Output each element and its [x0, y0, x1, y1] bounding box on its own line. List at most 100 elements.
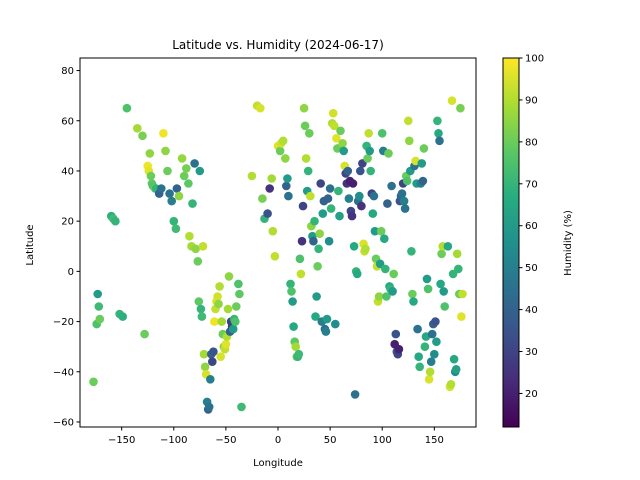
data-point: [157, 184, 166, 193]
y-tick-label: −20: [53, 317, 74, 328]
data-point: [380, 234, 389, 243]
data-point: [133, 124, 142, 133]
colorbar-tick-label: 60: [525, 221, 538, 232]
data-point: [188, 199, 197, 208]
data-point: [424, 375, 434, 384]
data-point: [197, 312, 207, 321]
data-point: [356, 166, 365, 176]
data-point: [300, 121, 310, 131]
data-point: [430, 349, 439, 359]
data-point: [314, 244, 323, 254]
data-point: [436, 279, 445, 289]
data-point: [297, 236, 307, 246]
data-point: [286, 279, 295, 289]
data-point: [440, 302, 450, 311]
data-point: [138, 131, 147, 141]
data-points: [89, 96, 467, 414]
data-point: [216, 352, 225, 362]
data-point: [270, 251, 280, 261]
data-point: [283, 174, 292, 183]
plot-area: −150 −100 −50 0 50 100 150 −60 −40 −20 0 20 40 60 80: [53, 57, 477, 446]
data-point: [456, 103, 465, 113]
y-tick-label: 0: [68, 267, 74, 278]
chart-title: Latitude vs. Humidity (2024-06-17): [172, 38, 384, 52]
data-point: [330, 121, 339, 131]
data-point: [370, 226, 380, 236]
data-point: [146, 171, 156, 181]
data-point: [324, 236, 334, 246]
data-point: [122, 103, 132, 113]
x-tick-label: 0: [275, 435, 281, 446]
colorbar-tick-label: 50: [525, 263, 538, 274]
data-point: [368, 209, 378, 218]
data-point: [435, 136, 444, 146]
data-point: [338, 139, 347, 148]
data-point: [434, 129, 443, 138]
data-point: [377, 129, 387, 138]
colorbar-tick-label: 40: [525, 305, 538, 316]
data-point: [382, 292, 391, 301]
data-point: [389, 269, 399, 279]
data-point: [310, 216, 319, 226]
data-point: [394, 344, 404, 354]
data-point: [206, 375, 215, 384]
data-point: [288, 297, 297, 306]
data-point: [268, 226, 278, 236]
x-tick-label: −50: [215, 435, 236, 446]
data-point: [172, 184, 182, 193]
data-point: [312, 292, 321, 301]
data-point: [383, 199, 392, 208]
data-point: [325, 184, 335, 193]
y-tick-label: 60: [61, 116, 74, 127]
data-point: [287, 287, 296, 296]
data-point: [213, 292, 222, 301]
y-tick-label: 40: [61, 166, 74, 177]
data-point: [95, 314, 105, 324]
data-point: [298, 201, 308, 211]
data-point: [159, 129, 168, 138]
data-point: [352, 269, 362, 279]
data-point: [433, 116, 442, 126]
colorbar-label: Humidity (%): [563, 210, 574, 276]
data-point: [224, 272, 234, 281]
data-point: [228, 324, 238, 334]
data-point: [111, 216, 120, 226]
data-point: [306, 191, 315, 201]
data-point: [89, 377, 98, 387]
data-point: [299, 103, 309, 113]
data-point: [93, 289, 102, 299]
data-point: [199, 349, 209, 359]
data-point: [295, 254, 305, 264]
y-axis-label: Latitude: [25, 224, 36, 265]
data-point: [174, 191, 184, 201]
data-point: [407, 247, 416, 256]
data-point: [423, 284, 433, 294]
data-point: [348, 179, 358, 188]
data-point: [263, 209, 272, 218]
colorbar-tick-label: 80: [525, 137, 538, 148]
data-point: [415, 362, 425, 372]
data-point: [311, 312, 320, 321]
data-point: [305, 129, 314, 138]
data-point: [413, 324, 422, 334]
data-point: [391, 329, 401, 339]
data-point: [409, 297, 418, 306]
data-point: [198, 242, 208, 251]
data-point: [94, 302, 104, 311]
data-point: [167, 196, 176, 206]
data-point: [457, 312, 466, 321]
data-point: [321, 327, 331, 336]
data-point: [425, 367, 435, 377]
data-point: [408, 289, 417, 299]
data-point: [231, 317, 240, 326]
data-point: [278, 136, 288, 146]
data-point: [289, 322, 298, 331]
data-point: [177, 154, 187, 163]
data-point: [235, 289, 244, 299]
data-point: [185, 231, 194, 241]
colorbar: 20 30 40 50 60 70 80 90 100: [502, 54, 544, 428]
data-point: [318, 209, 328, 218]
data-point: [331, 319, 340, 329]
data-point: [217, 317, 226, 326]
colorbar-tick-label: 20: [525, 389, 538, 400]
